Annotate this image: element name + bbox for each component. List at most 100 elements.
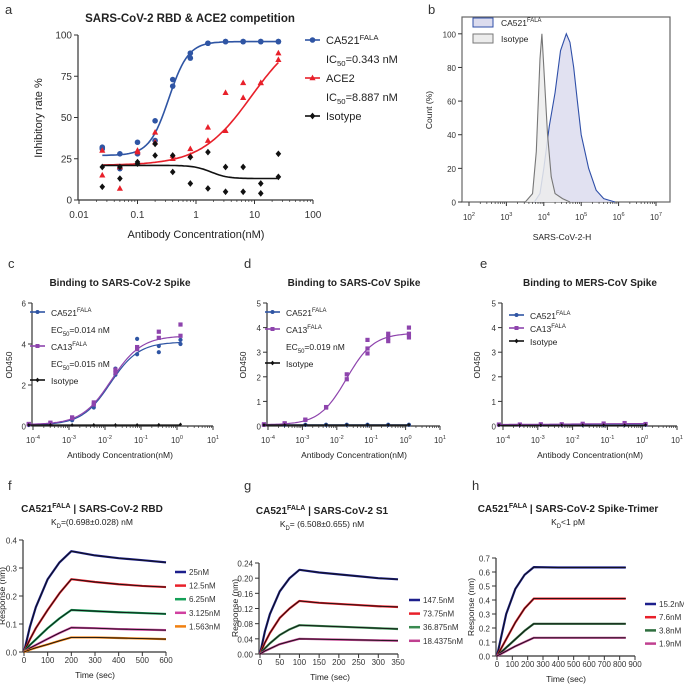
data-point [99, 171, 106, 178]
legend-note: EC50=0.015 nM [51, 359, 110, 372]
data-point [152, 140, 158, 148]
data-point [205, 185, 211, 192]
x-axis-label: Time (sec) [546, 674, 586, 684]
fit-curve [498, 423, 646, 426]
data-point [323, 404, 329, 410]
data-point [386, 423, 390, 427]
data-point [70, 415, 75, 420]
x-tick-label: 101 [434, 435, 446, 445]
sensorgram-fit [23, 550, 167, 653]
y-tick-label: 2 [492, 373, 497, 382]
chart-title-part: FALA [287, 505, 305, 512]
data-point [365, 423, 370, 427]
data-point [99, 147, 106, 153]
x-tick-label: 0.1 [131, 210, 145, 221]
data-point [406, 335, 412, 340]
data-point [518, 423, 522, 428]
data-point [117, 163, 123, 171]
data-point [275, 150, 282, 158]
data-point [324, 423, 328, 427]
data-point [117, 151, 123, 157]
y-tick-label: 0 [492, 423, 497, 432]
y-tick-label: 60 [447, 98, 456, 107]
legend-label: 6.25nM [189, 595, 216, 604]
x-tick-label-part: 10 [496, 436, 505, 445]
data-point [344, 377, 349, 382]
data-point [70, 423, 74, 427]
x-tick-label-part: 0 [645, 435, 648, 441]
x-tick-label: 300 [88, 656, 102, 665]
legend-label-part: FALA [556, 311, 571, 317]
x-tick-label-part: 2 [472, 212, 475, 218]
y-tick-label: 4 [492, 324, 497, 333]
x-tick-label-part: -4 [270, 435, 275, 441]
data-point [99, 163, 106, 171]
series-18-4375nm [259, 637, 399, 655]
data-point [406, 325, 412, 330]
legend-label: 1.563nM [189, 622, 220, 631]
series-1-563nm [23, 636, 167, 654]
legend-label-part: FALA [312, 308, 327, 314]
data-point [187, 180, 194, 187]
x-tick-label-part: 10 [500, 213, 509, 222]
data-point [135, 423, 139, 427]
data-point [187, 153, 194, 161]
legend-label: 7.6nM [659, 613, 682, 622]
data-point [152, 128, 159, 135]
data-point [240, 79, 247, 86]
x-tick-label: 300 [536, 660, 550, 669]
legend-note-part: 50 [298, 349, 305, 355]
sensorgram-fit [259, 600, 399, 655]
legend-note-part: 50 [337, 59, 346, 68]
data-point [222, 188, 229, 196]
y-tick-label: 0.08 [237, 620, 253, 629]
y-tick-label: 0 [66, 196, 72, 207]
x-tick-label: 800 [613, 660, 627, 669]
data-point [345, 423, 349, 427]
x-tick-label-part: 10 [531, 436, 540, 445]
x-tick-label-part: -2 [575, 435, 580, 441]
y-tick-label: 0.2 [6, 593, 18, 602]
legend-label: ACE2 [326, 73, 355, 85]
legend-note-part: IC [326, 54, 337, 66]
x-tick-label: 400 [552, 660, 566, 669]
x-tick-label-part: 10 [538, 213, 547, 222]
x-tick-label: 10-3 [295, 435, 309, 445]
data-point [134, 158, 141, 166]
y-tick-label: 0.4 [479, 597, 491, 606]
x-tick-label-part: 10 [26, 436, 35, 445]
x-tick-label: 100 [400, 435, 412, 445]
y-axis-label: OD450 [238, 351, 248, 378]
chart-title-part: | [71, 504, 79, 515]
y-tick-label: 20 [447, 165, 456, 174]
legend-marker [270, 310, 275, 314]
x-tick-label: 100 [41, 656, 55, 665]
x-tick-label: 106 [613, 212, 625, 222]
y-tick-label: 1 [257, 398, 262, 407]
data-point [156, 343, 161, 349]
chart-subtitle-part: D [57, 524, 61, 530]
x-tick-label-part: 10 [566, 436, 575, 445]
y-tick-label: 2 [257, 373, 262, 382]
series-3-125nm [23, 626, 167, 653]
x-tick-label-part: 10 [671, 436, 680, 445]
data-point [222, 163, 229, 171]
x-axis-label: Antibody Concentration(nM) [128, 229, 265, 241]
sensorgram-fit [23, 636, 167, 653]
chart-subtitle-part: K [551, 517, 557, 527]
series-12-5nm [23, 578, 167, 653]
legend-label-part: Isotype [326, 111, 361, 123]
panel-label: e [480, 256, 487, 271]
data-point [365, 337, 370, 342]
x-tick-label-part: 10 [171, 436, 180, 445]
legend-label: 25nM [189, 568, 209, 577]
x-tick-label-part: 6 [621, 212, 624, 218]
data-point [99, 183, 106, 191]
x-tick-label-part: 3 [509, 212, 512, 218]
data-point [117, 175, 123, 182]
series-1-9nm [496, 636, 626, 657]
legend-label: Isotype [326, 111, 361, 123]
x-tick-label-part: -2 [107, 435, 112, 441]
